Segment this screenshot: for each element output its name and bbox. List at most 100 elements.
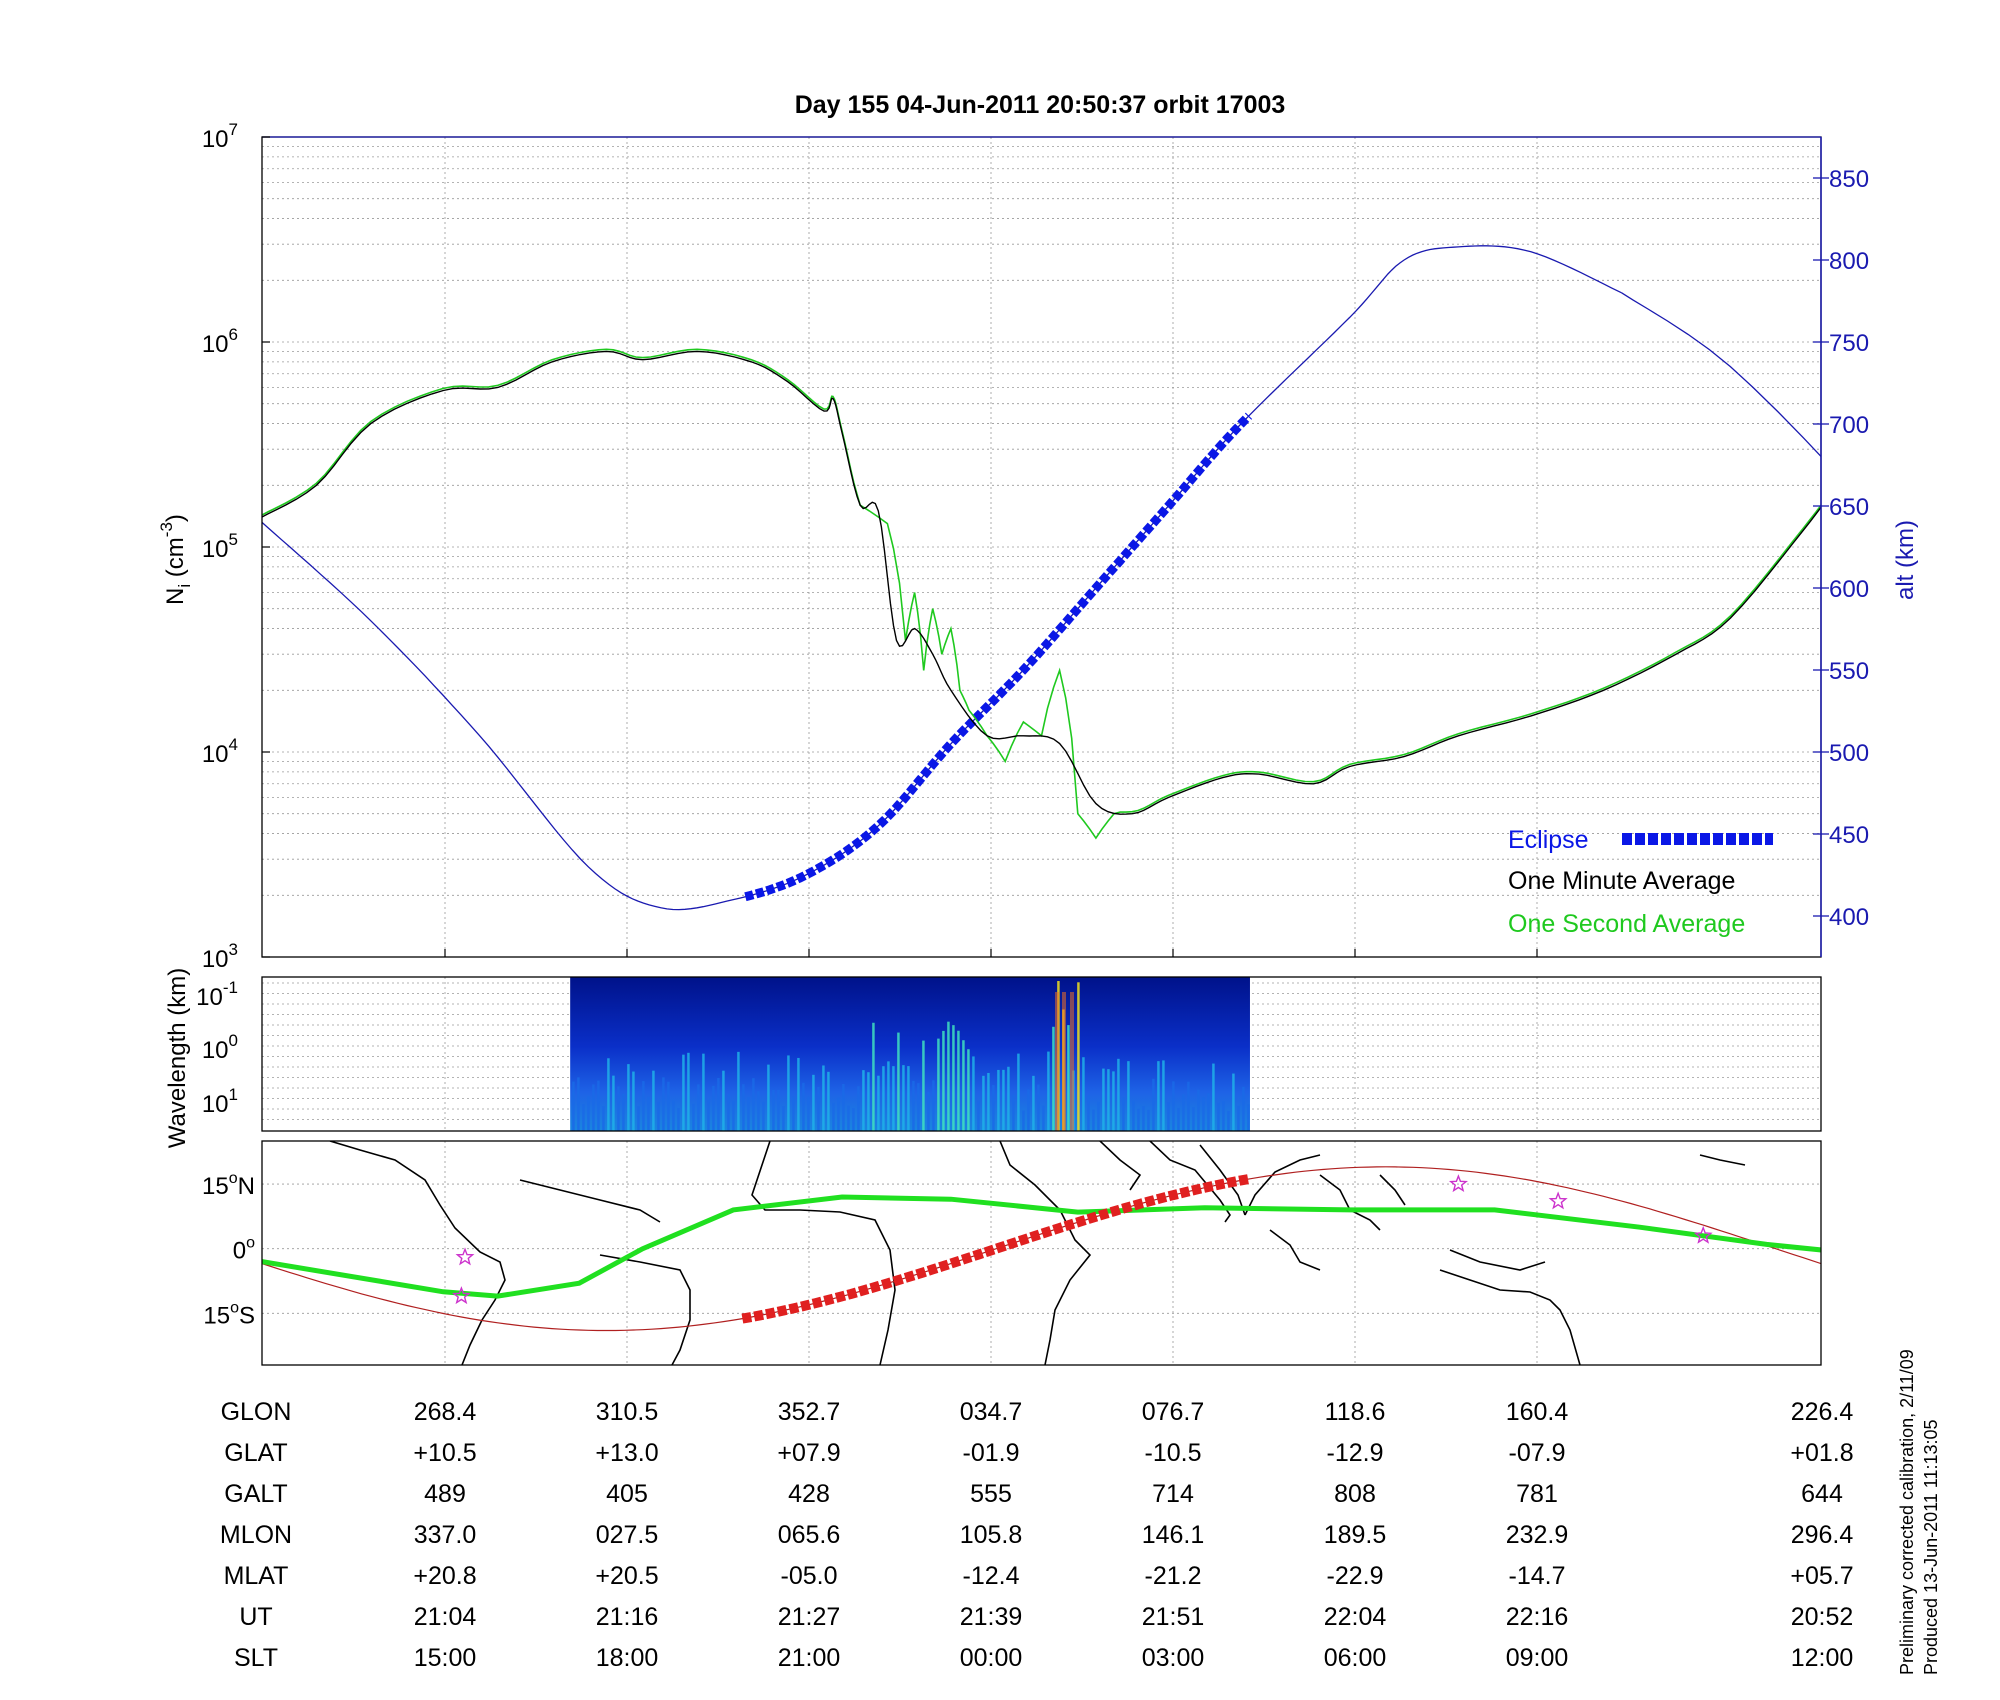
footnote: Preliminary corrected calibration, 2/11/…: [1897, 1349, 1941, 1675]
table-cell: +20.8: [413, 1562, 476, 1590]
spectrogram-streak: [1017, 1053, 1020, 1131]
spectrogram-streak: [687, 1052, 690, 1131]
ephemeris-table: GLON GLAT GALT MLON MLAT UT SLT 268.4 +10.5 489 33…: [220, 1398, 1854, 1672]
spectrogram-streak: [997, 1069, 1000, 1131]
spectrogram-streak: [572, 1081, 575, 1131]
spectrogram-streak: [877, 1075, 880, 1131]
table-cell: 808: [1334, 1480, 1376, 1508]
spectrogram-streak: [612, 1075, 615, 1131]
table-cell: 15:00: [414, 1644, 477, 1672]
table-cell: 065.6: [778, 1521, 841, 1549]
map-panel: 15oN 0o 15oS: [202, 1140, 1822, 1366]
spectrogram-streak: [1112, 1071, 1115, 1131]
coast-india-east: [1244, 1154, 1321, 1216]
spectrogram-streak: [832, 1102, 835, 1131]
spectrogram-streak: [872, 1022, 875, 1131]
density-y-tick-label: 103: [202, 940, 238, 973]
spectrogram-streak: [1002, 1069, 1005, 1131]
spectrogram-streak: [1192, 1107, 1195, 1131]
spectrogram-streak: [982, 1075, 985, 1131]
spectrogram-streak: [647, 1096, 650, 1131]
spectrogram-streak: [1227, 1110, 1230, 1131]
spectrogram-streak: [1172, 1081, 1175, 1131]
spectrogram-streak: [967, 1049, 970, 1131]
table-cell: 714: [1152, 1480, 1194, 1508]
spectrogram-streak: [1177, 1107, 1180, 1131]
table-cell: 034.7: [960, 1398, 1023, 1426]
spectrogram-features: [572, 981, 1250, 1131]
table-cell: +13.0: [595, 1439, 658, 1467]
spectrogram-streak: [932, 1080, 935, 1131]
coast-south-america: [599, 1254, 691, 1365]
coast-new-guinea: [1449, 1249, 1546, 1271]
spectrogram-streak: [632, 1071, 635, 1131]
table-cell: 352.7: [778, 1398, 841, 1426]
spectrogram-streak: [972, 1056, 975, 1131]
spectrogram-y-ticks: 10-1 100 101: [196, 978, 238, 1118]
spectrogram-streak: [1082, 1057, 1085, 1131]
spectrogram-streak: [1027, 1089, 1030, 1131]
spectrogram-streak: [587, 1096, 590, 1131]
orbit-curve: [262, 1166, 1821, 1332]
footnote-line1: Preliminary corrected calibration, 2/11/…: [1897, 1349, 1917, 1675]
spectrogram-streak: [1197, 1089, 1200, 1131]
spectrogram-streak: [702, 1053, 705, 1131]
spectrogram-streak: [1202, 1097, 1205, 1131]
table-cell: 21:39: [960, 1603, 1023, 1631]
density-y-tick-label: 104: [202, 735, 238, 768]
table-cell: -12.4: [963, 1562, 1020, 1590]
table-row-label: MLON: [220, 1521, 292, 1549]
spectrogram-streak: [657, 1101, 660, 1131]
table-cell: 21:00: [778, 1644, 841, 1672]
coast-africa-east: [999, 1141, 1092, 1365]
table-cell: 146.1: [1142, 1521, 1205, 1549]
spectrogram-streak: [782, 1106, 785, 1131]
spectrogram-streak: [887, 1061, 890, 1131]
spectrogram-streak: [737, 1051, 740, 1131]
table-cell: 22:16: [1506, 1603, 1569, 1631]
spectrogram-streak: [892, 1066, 895, 1131]
table-row-label: UT: [239, 1603, 272, 1631]
spectrogram-streak: [722, 1070, 725, 1131]
spectrogram-streak: [652, 1070, 655, 1131]
density-y-tick-label: 106: [202, 325, 238, 358]
spectrogram-streak: [907, 1066, 910, 1131]
spectrogram-burst: [1070, 992, 1074, 1131]
spectrogram-streak: [882, 1066, 885, 1131]
spectrogram-streak: [1247, 1104, 1250, 1131]
spectrogram-streak: [697, 1084, 700, 1131]
eclipse-line: [744, 412, 1253, 902]
spectrogram-streak: [747, 1097, 750, 1131]
spectrogram-streak: [902, 1065, 905, 1131]
table-cell: 232.9: [1506, 1521, 1569, 1549]
table-cell: 03:00: [1142, 1644, 1205, 1672]
spectrogram-streak: [977, 1100, 980, 1131]
spectrogram-streak: [707, 1099, 710, 1131]
map-y-tick-label: 0o: [233, 1235, 255, 1265]
coast-caribbean: [519, 1179, 661, 1223]
spectrogram-streak: [937, 1038, 940, 1131]
table-cell: 09:00: [1506, 1644, 1569, 1672]
spectrogram-streak: [682, 1054, 685, 1131]
spectrogram-burst: [1062, 992, 1066, 1131]
spectrogram-streak: [667, 1081, 670, 1131]
spectrogram-streak: [637, 1106, 640, 1131]
map-y-ticks: 15oN 0o 15oS: [202, 1170, 255, 1329]
spectrogram-streak: [1077, 982, 1080, 1131]
altitude-y-tick-label: 650: [1829, 494, 1869, 521]
spectrogram-streak: [692, 1103, 695, 1131]
spectrogram-streak: [1032, 1075, 1035, 1131]
table-cell: 105.8: [960, 1521, 1023, 1549]
table-cell: +10.5: [413, 1439, 476, 1467]
spectrogram-streak: [1007, 1066, 1010, 1131]
table-cell: -10.5: [1145, 1439, 1202, 1467]
spectrogram-streak: [1142, 1106, 1145, 1131]
spectrogram-streak: [797, 1057, 800, 1131]
spectrogram-streak: [592, 1084, 595, 1131]
table-cell: 160.4: [1506, 1398, 1569, 1426]
density-y-ticks: 103 104 105 106 107: [202, 120, 270, 973]
spectrogram-streak: [822, 1065, 825, 1131]
spectrogram-streak: [662, 1077, 665, 1131]
spectrogram-y-tick-label: 100: [202, 1031, 238, 1064]
